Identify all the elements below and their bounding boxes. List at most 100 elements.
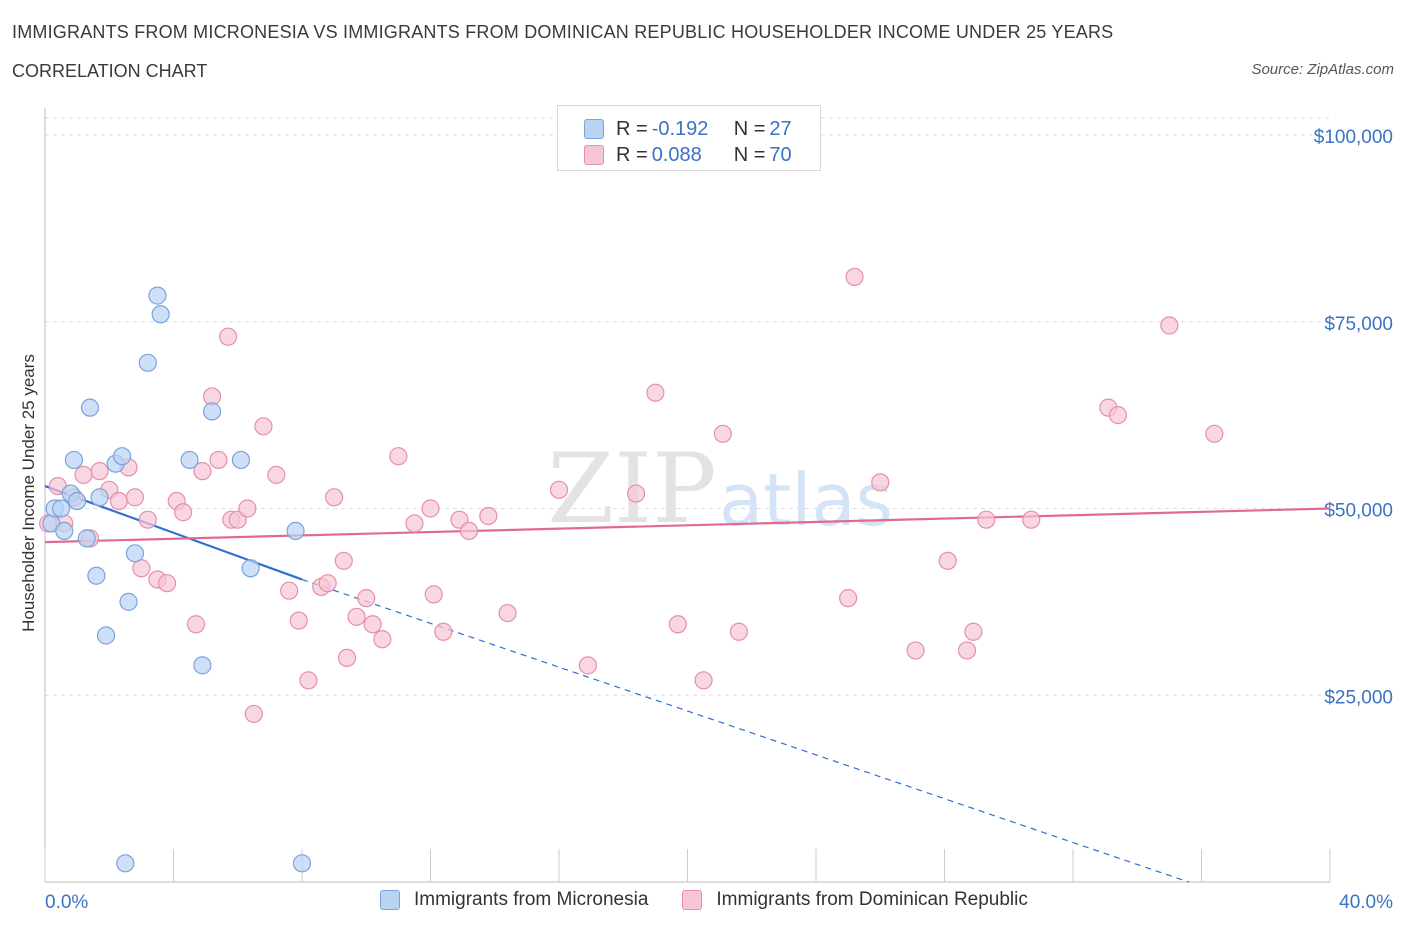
data-point-dominican [267, 465, 286, 484]
y-tick-label: $75,000 [1324, 314, 1393, 335]
data-point-dominican [325, 488, 344, 507]
y-tick-label: $100,000 [1314, 127, 1393, 148]
legend-item-micronesia[interactable]: Immigrants from Micronesia [380, 889, 648, 911]
data-point-dominican [125, 488, 145, 507]
data-point-dominican [1108, 406, 1128, 425]
legend-swatch-blue [380, 890, 400, 910]
trend-line-micronesia [44, 485, 303, 581]
grid-lines [45, 117, 1330, 696]
data-point-micronesia [90, 488, 109, 507]
data-point-dominican [626, 484, 646, 503]
y-tick-label: $50,000 [1324, 501, 1393, 522]
data-point-micronesia [151, 305, 170, 324]
legend-r-label: R = [616, 143, 648, 166]
legend-n-value: 27 [769, 117, 792, 140]
data-point-micronesia [96, 626, 116, 645]
data-point-dominican [347, 607, 366, 626]
data-point-dominican [1205, 424, 1224, 443]
data-point-dominican [668, 615, 687, 634]
axes: $100,000 $75,000 $50,000 $25,000 0.0% 40.0% [44, 108, 1393, 913]
data-point-dominican [90, 462, 109, 481]
source-credit[interactable]: Source: ZipAtlas.com [1251, 61, 1394, 78]
data-point-micronesia [125, 544, 145, 563]
data-point-dominican [289, 611, 308, 630]
data-point-dominican [871, 473, 890, 492]
data-point-dominican [363, 615, 382, 634]
data-point-dominican [238, 499, 257, 518]
data-point-dominican [977, 510, 996, 529]
legend-swatch-pink [682, 890, 703, 910]
chart-subtitle: CORRELATION CHART [12, 61, 208, 81]
data-point-dominican [938, 551, 957, 570]
data-point-dominican [373, 630, 392, 649]
data-point-dominican [357, 589, 376, 608]
data-point-micronesia [292, 854, 312, 873]
x-tick-label-max: 40.0% [1339, 892, 1393, 913]
data-point-micronesia [231, 450, 251, 470]
data-point-dominican [434, 622, 453, 641]
data-point-dominican [74, 465, 93, 484]
data-points [39, 267, 1224, 873]
data-point-dominican [186, 615, 206, 634]
data-point-dominican [157, 574, 177, 593]
data-point-dominican [646, 383, 665, 402]
data-point-micronesia [193, 656, 212, 675]
data-point-dominican [729, 622, 749, 641]
data-point-micronesia [138, 353, 157, 372]
legend-r-label: R = [616, 117, 648, 140]
legend-r-value: 0.088 [651, 143, 702, 166]
data-point-micronesia [77, 529, 96, 548]
data-point-micronesia [202, 402, 222, 421]
data-point-dominican [578, 656, 598, 675]
legend-item-dominican[interactable]: Immigrants from Dominican Republic [682, 889, 1028, 911]
data-point-dominican [405, 514, 424, 533]
trend-line-micronesia-extension [301, 578, 1189, 883]
data-point-micronesia [87, 566, 106, 585]
data-point-dominican [498, 603, 517, 623]
data-point-dominican [254, 417, 273, 436]
data-point-dominican [713, 424, 732, 443]
y-tick-label: $25,000 [1324, 687, 1393, 708]
data-point-dominican [459, 521, 479, 541]
data-point-dominican [138, 510, 157, 529]
data-point-dominican [318, 574, 337, 593]
chart-title: IMMIGRANTS FROM MICRONESIA VS IMMIGRANTS… [12, 22, 1114, 42]
legend-swatch-blue [584, 119, 604, 139]
data-point-dominican [845, 267, 864, 287]
legend-n-label: N = [733, 143, 766, 166]
data-point-dominican [193, 462, 212, 481]
data-point-micronesia [68, 491, 87, 511]
data-point-dominican [424, 585, 443, 604]
data-point-dominican [694, 671, 713, 690]
data-point-dominican [109, 491, 128, 511]
y-axis-label: Householder Income Under 25 years [19, 354, 38, 632]
data-point-micronesia [55, 521, 74, 541]
data-point-dominican [957, 641, 977, 660]
legend-row-dominican: R = 0.088 N = 70 [584, 142, 792, 168]
legend-r-value: -0.192 [651, 117, 709, 140]
data-point-micronesia [80, 398, 100, 417]
data-point-micronesia [119, 592, 138, 611]
data-point-dominican [1022, 510, 1041, 529]
data-point-dominican [549, 480, 569, 499]
legend-label-dominican: Immigrants from Dominican Republic [716, 889, 1028, 910]
data-point-dominican [174, 503, 193, 522]
data-point-dominican [299, 671, 318, 690]
legend-n-value: 70 [769, 143, 792, 166]
data-point-dominican [1160, 316, 1179, 335]
data-point-micronesia [241, 559, 260, 578]
legend-n-label: N = [733, 117, 766, 140]
data-point-dominican [219, 327, 238, 346]
data-point-micronesia [51, 499, 71, 518]
trend-line-dominican [44, 507, 1331, 544]
data-point-dominican [964, 622, 983, 641]
x-tick-label-min: 0.0% [45, 892, 88, 913]
data-point-micronesia [112, 447, 132, 466]
data-point-micronesia [286, 521, 305, 541]
data-point-micronesia [116, 854, 135, 873]
correlation-legend: R = -0.192 N = 27 R = 0.088 N = 70 [557, 105, 821, 171]
data-point-dominican [334, 551, 353, 570]
data-point-dominican [280, 581, 299, 600]
data-point-dominican [337, 648, 357, 668]
legend-swatch-pink [584, 145, 604, 165]
